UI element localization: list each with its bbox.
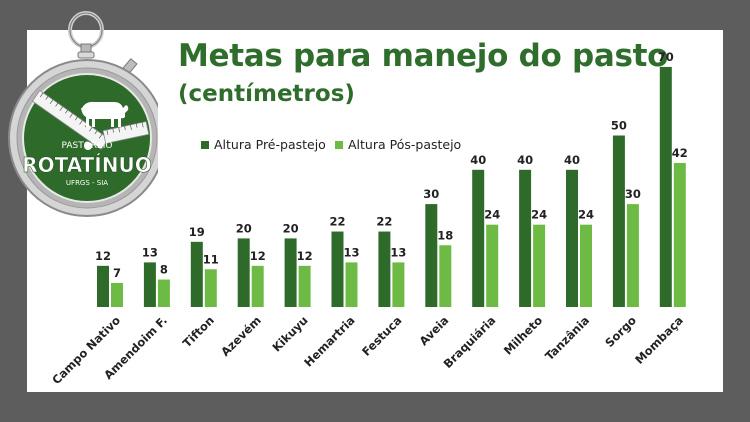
data-label-pos-9: 24	[531, 208, 547, 222]
bar-pre-0	[97, 265, 109, 307]
bar-pos-2	[204, 269, 217, 307]
data-label-pre-8: 40	[470, 153, 486, 167]
data-label-pos-7: 18	[437, 228, 453, 242]
bar-pos-7	[439, 245, 452, 307]
bar-pos-6	[392, 262, 405, 307]
category-label-7: Aveia	[416, 313, 451, 348]
data-label-pos-2: 11	[203, 252, 219, 266]
data-label-pos-0: 7	[113, 266, 121, 280]
bar-pre-3	[237, 238, 250, 307]
data-label-pos-5: 13	[343, 245, 359, 259]
data-label-pre-12: 70	[658, 50, 674, 64]
bar-pos-0	[111, 282, 123, 307]
bar-pre-9	[519, 169, 532, 307]
logo-line1: PASTOREIO	[62, 141, 113, 151]
legend-item-pre: Altura Pré-pastejo	[201, 137, 326, 152]
legend-label-pos: Altura Pós-pastejo	[348, 137, 462, 152]
bar-pre-7	[425, 204, 438, 307]
data-label-pos-10: 24	[578, 208, 594, 222]
bar-pre-10	[566, 169, 578, 307]
category-label-11: Sorgo	[602, 313, 639, 350]
category-label-6: Festuca	[359, 313, 404, 358]
chart-title: Metas para manejo do pasto	[178, 38, 669, 74]
bar-pos-11	[626, 204, 639, 307]
bar-pos-4	[298, 265, 311, 307]
data-label-pre-6: 22	[376, 215, 392, 229]
bar-pos-10	[580, 224, 592, 307]
category-label-3: Azevém	[218, 313, 264, 359]
bar-pre-4	[284, 238, 297, 307]
data-label-pre-4: 20	[283, 221, 299, 235]
bar-pre-8	[472, 169, 485, 307]
data-label-pre-9: 40	[517, 153, 533, 167]
logo-line3: UFRGS - SIA	[66, 179, 108, 187]
data-label-pos-4: 12	[297, 249, 313, 263]
legend-swatch-pos	[335, 141, 343, 149]
legend-item-pos: Altura Pós-pastejo	[335, 137, 461, 152]
pastoreio-rotatinuo-logo: PASTOREIO ROTATÍNUO UFRGS - SIA	[8, 11, 158, 217]
category-label-5: Hemartria	[301, 313, 357, 369]
bar-pre-2	[190, 241, 203, 307]
bar-pre-6	[378, 231, 391, 307]
bar-pos-1	[157, 279, 170, 307]
data-label-pre-7: 30	[423, 187, 439, 201]
data-label-pre-0: 12	[95, 249, 111, 263]
data-label-pos-6: 13	[390, 245, 406, 259]
data-label-pre-11: 50	[611, 119, 627, 133]
data-label-pre-10: 40	[564, 153, 580, 167]
bar-pre-1	[143, 262, 156, 307]
category-label-12: Mombaça	[632, 313, 686, 367]
data-label-pre-5: 22	[329, 215, 345, 229]
bar-pre-11	[612, 135, 625, 307]
data-label-pre-3: 20	[236, 221, 252, 235]
bar-pre-12	[659, 66, 672, 308]
bar-pre-5	[331, 231, 344, 307]
data-label-pos-11: 30	[625, 187, 641, 201]
logo-line2: ROTATÍNUO	[22, 153, 151, 177]
legend-swatch-pre	[201, 141, 209, 149]
legend-label-pre: Altura Pré-pastejo	[214, 137, 326, 152]
chart-subtitle: (centímetros)	[178, 81, 355, 107]
data-label-pos-3: 12	[250, 249, 266, 263]
category-label-4: Kikuyu	[269, 313, 310, 354]
bar-pos-8	[486, 224, 499, 307]
category-label-2: Tifton	[180, 313, 217, 350]
category-label-10: Tanzânia	[542, 313, 592, 363]
bar-pos-9	[533, 224, 546, 307]
category-label-9: Milheto	[501, 313, 545, 357]
bar-pos-5	[345, 262, 358, 307]
data-label-pre-2: 19	[189, 225, 205, 239]
data-label-pre-1: 13	[142, 245, 158, 259]
data-label-pos-12: 42	[672, 146, 688, 160]
data-label-pos-8: 24	[484, 208, 500, 222]
bar-pos-12	[673, 162, 686, 307]
bar-pos-3	[251, 265, 264, 307]
data-label-pos-1: 8	[160, 263, 168, 277]
